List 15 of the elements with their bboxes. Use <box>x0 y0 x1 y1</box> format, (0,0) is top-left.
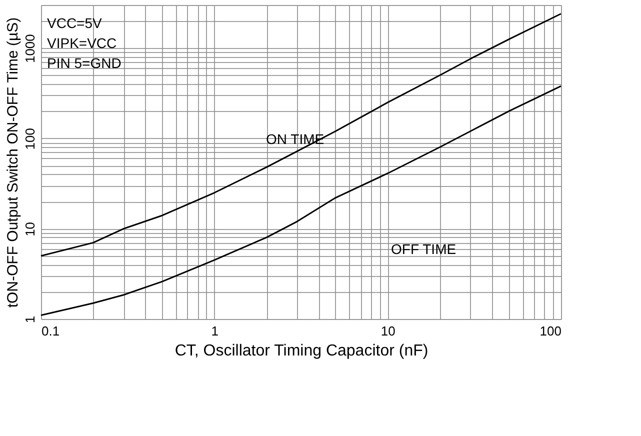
y-tick-label: 1000 <box>22 34 38 64</box>
y-tick-label: 100 <box>22 128 38 150</box>
y-tick-label: 10 <box>22 222 38 236</box>
annotation: PIN 5=GND <box>47 55 122 71</box>
x-tick-label: 1 <box>211 324 218 338</box>
annotation: ON TIME <box>266 131 324 147</box>
x-tick-label: 100 <box>540 324 562 338</box>
annotation: VCC=5V <box>47 15 103 31</box>
y-axis-title: tON-OFF Output Switch ON-OFF Time (µS) <box>4 17 22 308</box>
x-tick-label: 10 <box>380 324 396 338</box>
annotation: OFF TIME <box>391 241 456 257</box>
x-axis-title: CT, Oscillator Timing Capacitor (nF) <box>174 342 428 360</box>
annotation: VIPK=VCC <box>47 35 117 51</box>
y-tick-label: 1 <box>22 316 38 324</box>
x-tick-label: 0.1 <box>42 324 60 338</box>
